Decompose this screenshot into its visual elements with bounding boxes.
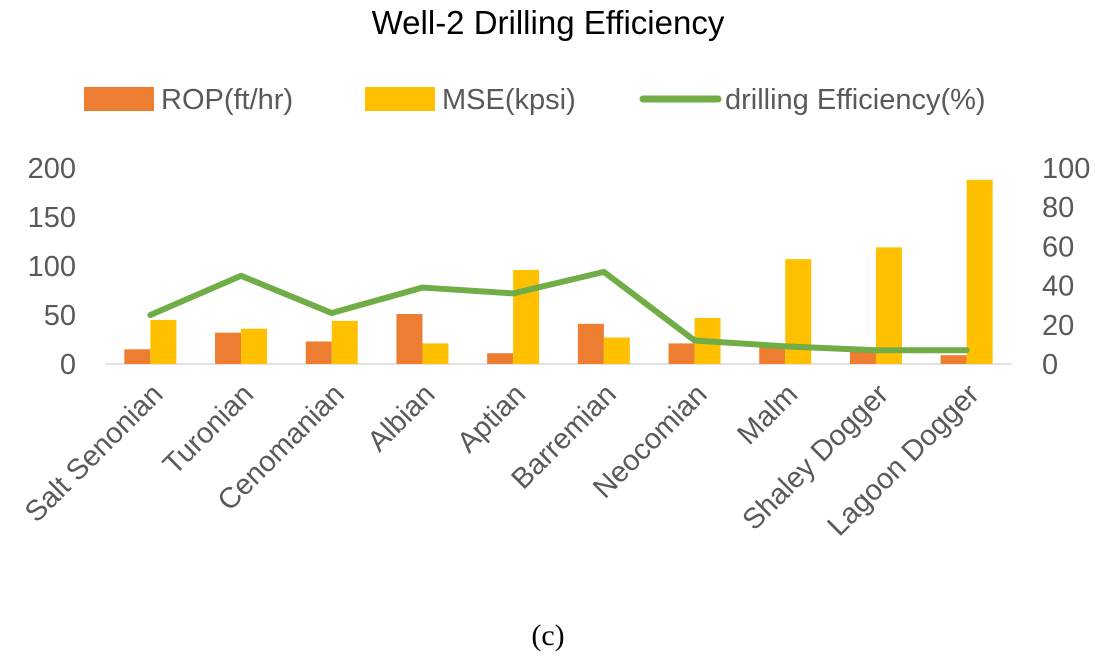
bar-rop	[305, 341, 332, 364]
bar-rop	[940, 355, 967, 364]
bar-mse	[875, 247, 902, 364]
left-tick-label: 200	[28, 153, 76, 185]
right-tick-label: 80	[1042, 192, 1074, 224]
category-label: Malm	[731, 378, 804, 451]
legend-swatch	[365, 87, 435, 111]
right-tick-label: 20	[1042, 310, 1074, 342]
left-tick-label: 50	[44, 300, 76, 332]
right-tick-label: 0	[1042, 349, 1058, 381]
bar-mse	[603, 337, 630, 364]
bar-mse	[241, 328, 268, 364]
figure-caption: (c)	[531, 619, 564, 652]
chart-title: Well-2 Drilling Efficiency	[372, 4, 725, 41]
right-tick-label: 100	[1042, 153, 1090, 185]
category-label: Lagoon Dogger	[822, 378, 986, 542]
bar-rop	[124, 349, 151, 364]
bar-mse	[331, 320, 358, 364]
efficiency-line-series	[147, 268, 970, 354]
left-tick-label: 150	[28, 202, 76, 234]
bar-rop	[668, 343, 695, 364]
left-tick-label: 100	[28, 251, 76, 283]
category-label: Albian	[362, 378, 442, 458]
bar-mse	[150, 319, 177, 364]
bars	[124, 179, 993, 364]
left-tick-label: 0	[60, 349, 76, 381]
category-label: Salt Senonian	[19, 378, 169, 528]
right-tick-label: 40	[1042, 271, 1074, 303]
legend-swatch	[84, 87, 154, 111]
legend: ROP(ft/hr) MSE(kpsi) drilling Efficiency(%…	[84, 84, 986, 116]
legend-label: drilling Efficiency(%)	[725, 84, 986, 116]
left-axis: 0 50 100 150 200	[28, 153, 76, 381]
legend-label: MSE(kpsi)	[442, 84, 576, 116]
legend-label: ROP(ft/hr)	[161, 84, 293, 116]
bar-rop	[849, 351, 876, 364]
bar-mse	[513, 269, 540, 364]
bar-rop	[577, 323, 604, 364]
category-label: Aptian	[451, 378, 532, 459]
bar-rop	[215, 332, 242, 364]
right-tick-label: 60	[1042, 231, 1074, 263]
bar-mse	[966, 179, 993, 364]
bar-rop	[487, 353, 514, 364]
bar-mse	[422, 343, 449, 364]
right-axis: 0 20 40 60 80 100	[1042, 153, 1090, 381]
bar-rop	[396, 314, 423, 364]
efficiency-line	[147, 268, 970, 354]
bar-rop	[759, 347, 786, 364]
